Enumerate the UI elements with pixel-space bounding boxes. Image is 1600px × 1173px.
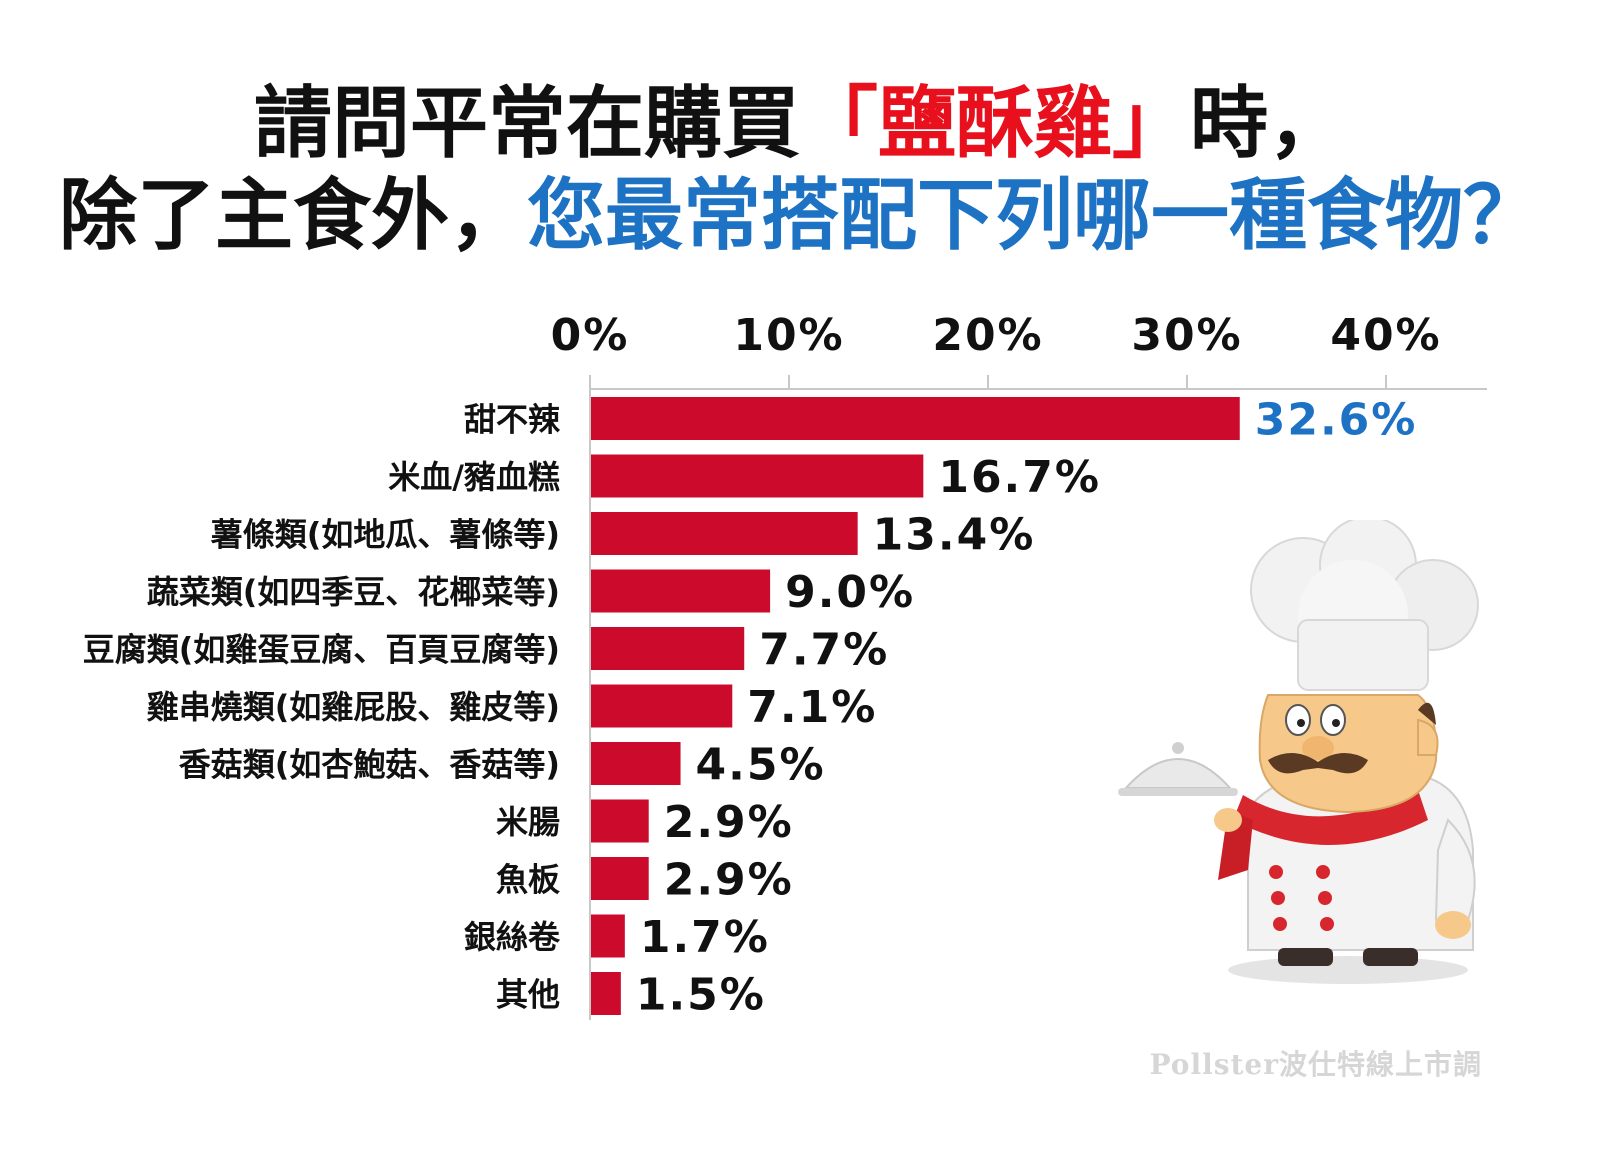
x-tick-label: 20% <box>932 310 1043 361</box>
chef-hat-icon <box>1250 520 1479 691</box>
x-tick-label: 10% <box>733 310 844 361</box>
watermark: Pollster波仕特線上市調 <box>1149 1048 1482 1081</box>
category-label: 銀絲卷 <box>464 918 561 956</box>
bar <box>591 454 924 498</box>
bar <box>591 799 649 843</box>
value-label: 9.0% <box>785 567 915 618</box>
title-line1-highlight: 「鹽酥雞」 <box>799 79 1190 169</box>
category-label: 其他 <box>496 976 560 1014</box>
category-label: 蔬菜類(如四季豆、花椰菜等) <box>147 573 560 611</box>
value-label: 2.9% <box>664 797 794 848</box>
bar <box>591 914 625 958</box>
value-label: 4.5% <box>696 740 826 791</box>
category-label: 雞串燒類(如雞屁股、雞皮等) <box>146 688 560 726</box>
title-line2-part1: 除了主食外， <box>58 171 527 262</box>
bar <box>591 742 681 785</box>
chart-title: 請問平常在購買「鹽酥雞」時， 除了主食外，您最常搭配下列哪一種食物？ <box>0 78 1600 262</box>
mustache-icon <box>1268 752 1368 774</box>
category-label: 米腸 <box>496 803 560 841</box>
bar <box>591 569 771 613</box>
value-label: 1.5% <box>636 970 766 1021</box>
bar <box>591 627 745 670</box>
title-line1-part1: 請問平常在購買 <box>253 79 800 169</box>
chef-scarf <box>1233 790 1428 845</box>
value-label: 7.7% <box>759 625 889 676</box>
chef-nose <box>1302 736 1334 760</box>
title-line1-part3: 時， <box>1190 79 1347 169</box>
chef-leg-left <box>1278 948 1333 966</box>
title-line2-highlight: 您最常搭配下列哪一種食物？ <box>527 171 1542 262</box>
value-label: 16.7% <box>938 452 1101 503</box>
bar <box>591 684 733 728</box>
x-tick-label: 0% <box>551 310 630 361</box>
value-label: 7.1% <box>747 682 877 733</box>
bar <box>591 397 1240 440</box>
chef-buttons <box>1269 865 1334 931</box>
value-label: 1.7% <box>640 912 770 963</box>
chef-shadow <box>1228 956 1468 984</box>
value-label: 32.6% <box>1255 395 1418 446</box>
category-label: 豆腐類(如雞蛋豆腐、百頁豆腐等) <box>83 631 560 669</box>
value-label: 2.9% <box>664 855 794 906</box>
category-label: 甜不辣 <box>464 401 561 439</box>
bar <box>591 512 858 555</box>
chef-illustration <box>1118 520 1479 984</box>
chef-hand <box>1214 808 1242 832</box>
category-label: 薯條類(如地瓜、薯條等) <box>210 516 560 554</box>
bar <box>591 972 621 1015</box>
category-label: 米血/豬血糕 <box>388 458 560 496</box>
x-tick-label: 30% <box>1131 310 1242 361</box>
x-tick-label: 40% <box>1330 310 1441 361</box>
cloche-tray-icon <box>1118 742 1238 796</box>
chef-leg-right <box>1363 948 1418 966</box>
value-label: 13.4% <box>873 510 1036 561</box>
category-label: 香菇類(如杏鮑菇、香菇等) <box>179 746 560 784</box>
category-label: 魚板 <box>496 861 560 899</box>
bar <box>591 857 649 900</box>
